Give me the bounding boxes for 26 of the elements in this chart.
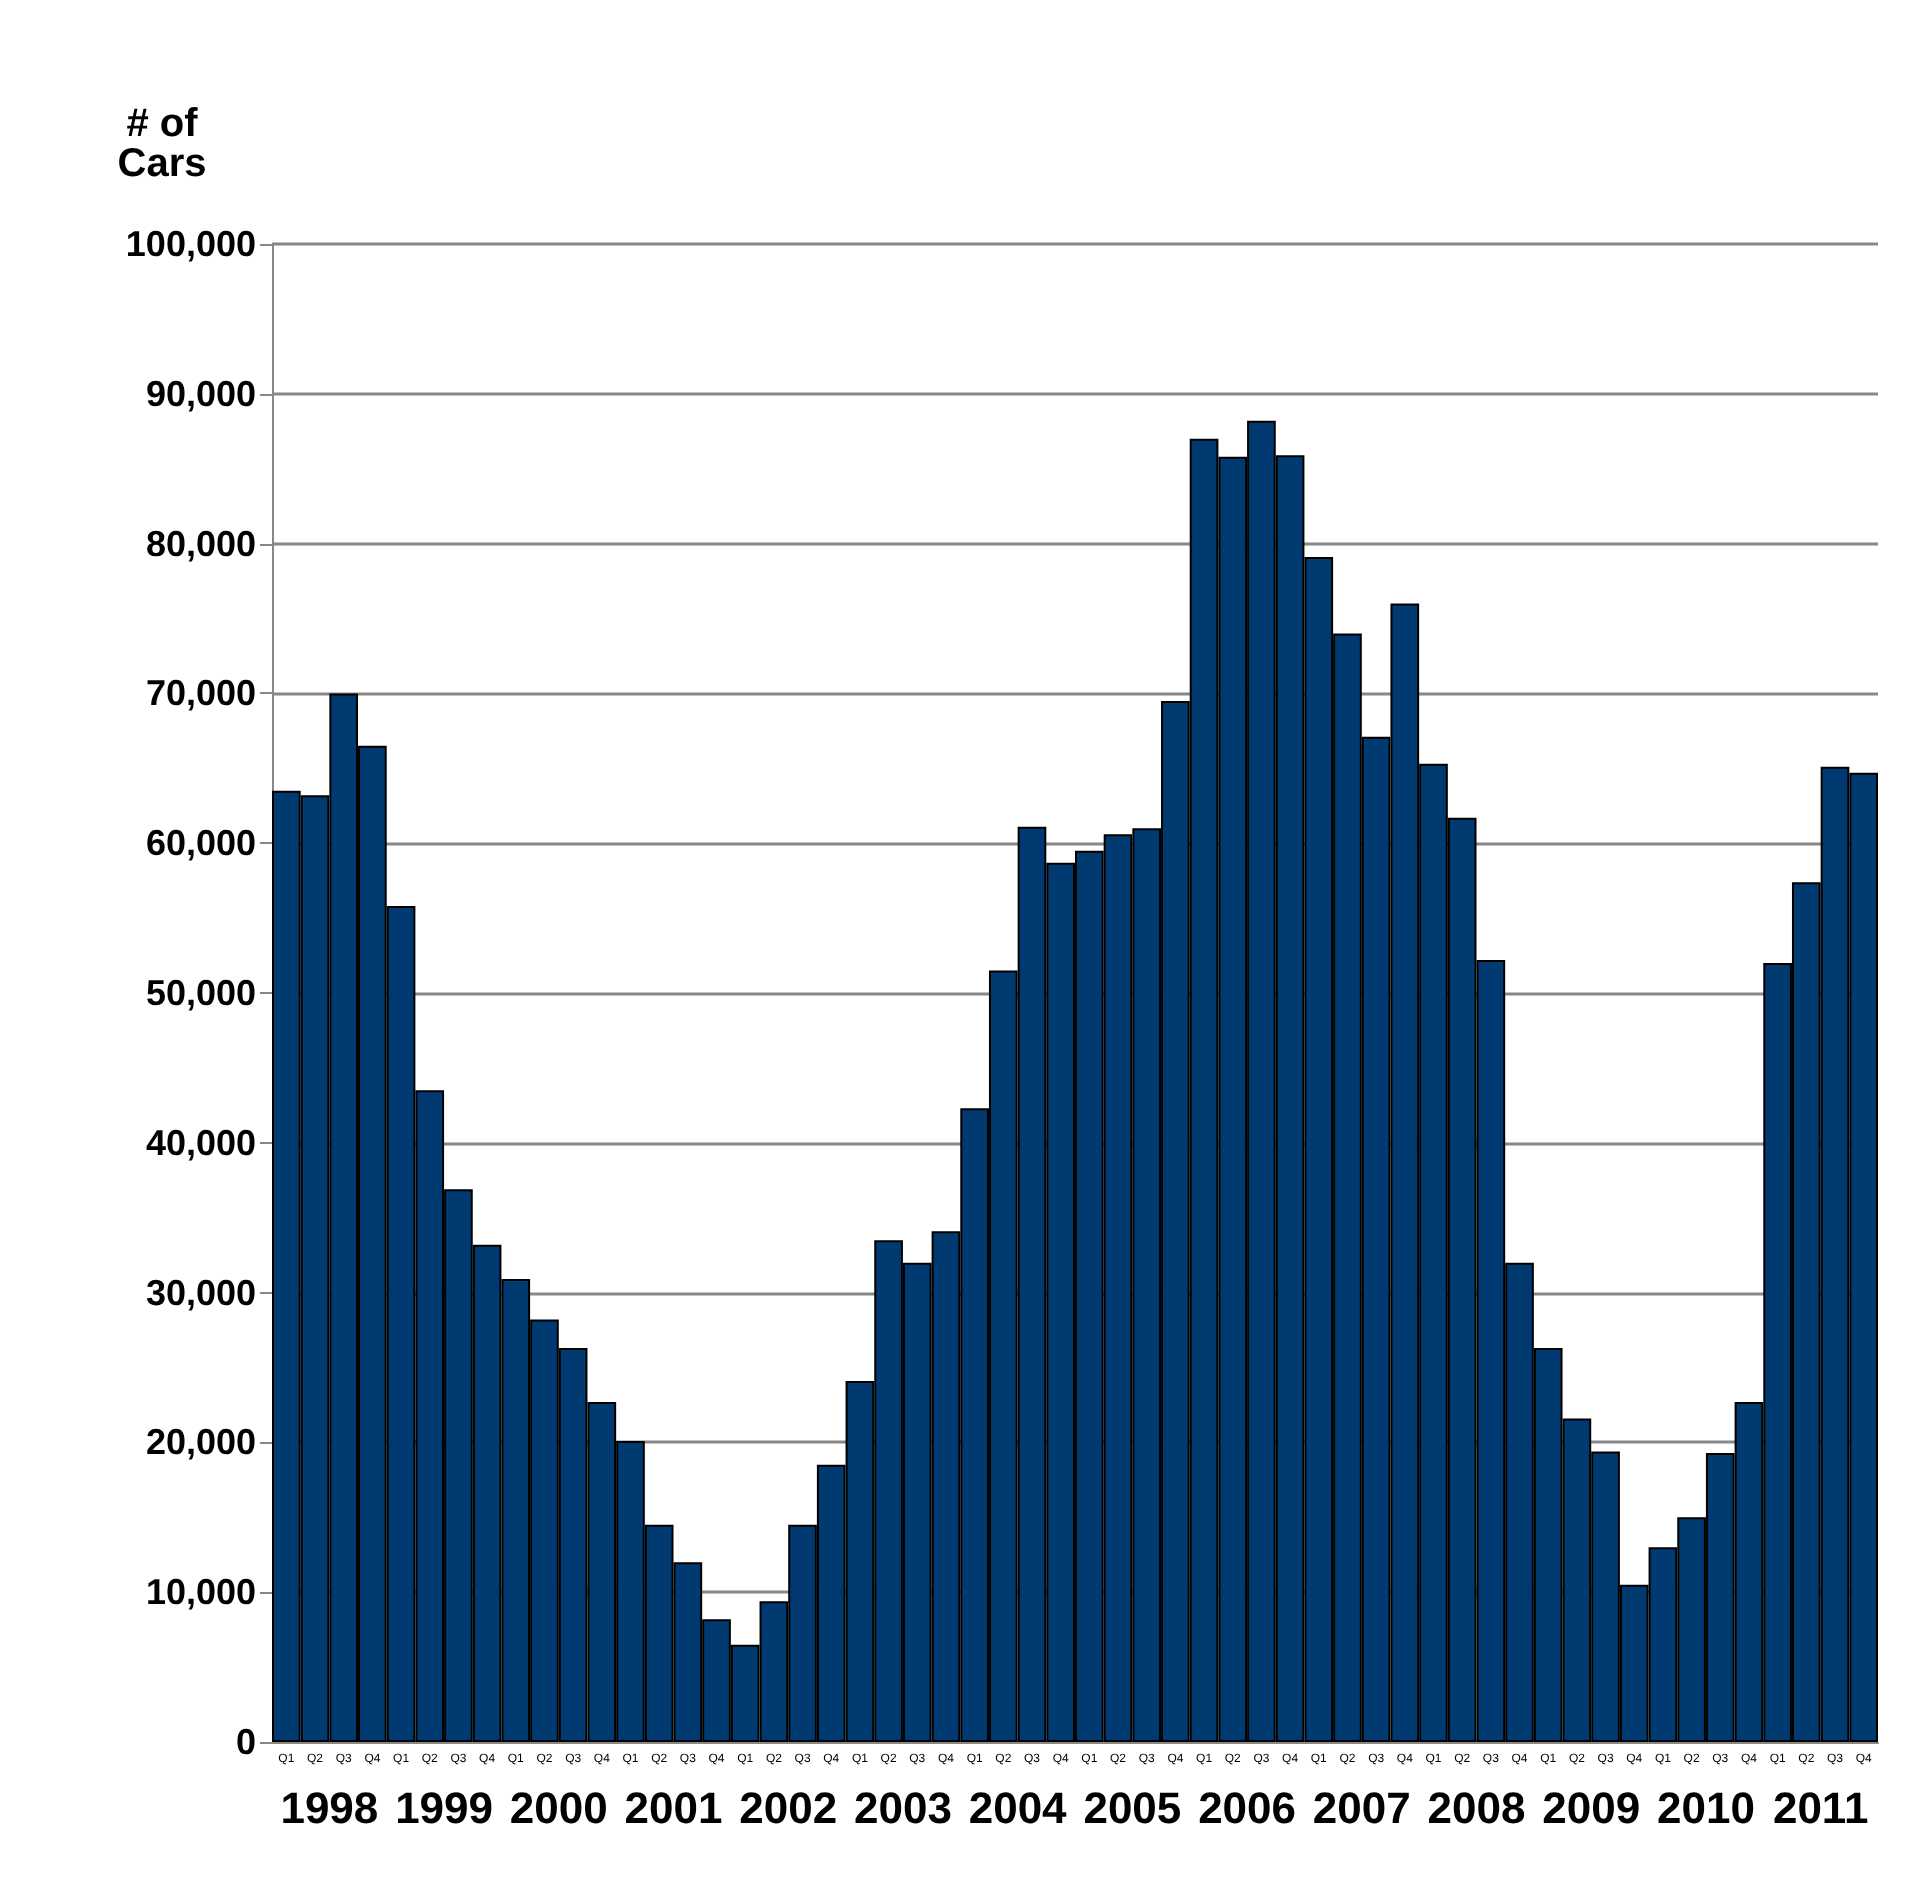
text: 2004 [968, 1783, 1069, 1833]
y-tick-label: 40,000 [145, 1122, 256, 1163]
text: 2005 [1083, 1783, 1182, 1833]
text: 2009 [1542, 1783, 1641, 1833]
y-tick-label: 90,000 [145, 373, 256, 414]
y-tick-label: 10,000 [145, 1572, 256, 1613]
text: 2001 [624, 1783, 723, 1833]
y-tick-label: 60,000 [145, 823, 256, 864]
text: 1998 [280, 1783, 379, 1833]
y-tick-label: 50,000 [145, 973, 256, 1013]
y-tick-label: 30,000 [145, 1272, 256, 1313]
y-axis-title: # of Cars [117, 102, 207, 186]
y-tick-label: 20,000 [145, 1422, 256, 1463]
y-tick-label: 0 [235, 1722, 256, 1762]
text: 2003 [853, 1783, 952, 1833]
text: 2006 [1198, 1783, 1297, 1833]
text: 2011 [1772, 1783, 1869, 1833]
text: 1999 [395, 1783, 494, 1833]
text: 2002 [739, 1783, 838, 1833]
text: 2008 [1427, 1783, 1526, 1833]
text: 2010 [1656, 1783, 1755, 1833]
y-tick-label: 70,000 [145, 673, 256, 714]
text: 2007 [1312, 1783, 1411, 1833]
y-tick-label: 100,000 [125, 224, 256, 264]
text: 2000 [509, 1783, 608, 1833]
y-tick-label: 80,000 [145, 523, 256, 564]
